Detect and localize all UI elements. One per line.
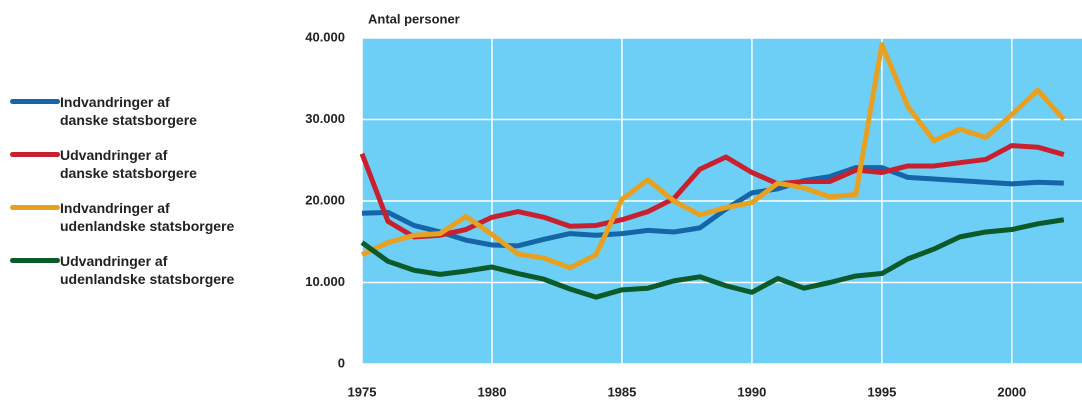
legend-entry: Indvandringer af danske statsborgere [10,93,197,129]
legend-label: Udvandringer af danske statsborgere [60,147,197,181]
x-tick-label: 1975 [348,384,377,399]
y-tick-label: 20.000 [305,192,345,207]
legend-label: Indvandringer af udenlandske statsborger… [60,200,235,234]
legend-swatch [10,205,60,210]
x-tick-label: 2000 [997,384,1026,399]
y-tick-label: 0 [338,355,345,370]
y-tick-label: 10.000 [305,274,345,289]
legend-swatch [10,99,60,104]
x-tick-label: 1980 [478,384,507,399]
legend-label: Indvandringer af danske statsborgere [60,94,197,128]
legend-entry: Indvandringer af udenlandske statsborger… [10,199,234,235]
line-series [361,165,1064,249]
legend-swatch [10,258,60,263]
x-tick-label: 1985 [607,384,636,399]
y-tick-label: 30.000 [305,111,345,126]
line-series [360,42,1066,271]
y-tick-label: 40.000 [305,29,345,44]
legend-swatch [10,152,60,157]
legend-entry: Udvandringer af danske statsborgere [10,146,197,182]
legend-entry: Udvandringer af udenlandske statsborgere [10,252,234,288]
line-series [360,217,1065,300]
legend-label: Udvandringer af udenlandske statsborgere [60,253,235,287]
x-tick-label: 1995 [867,384,896,399]
y-axis-label: Antal personer [368,11,460,26]
x-tick-label: 1990 [737,384,766,399]
